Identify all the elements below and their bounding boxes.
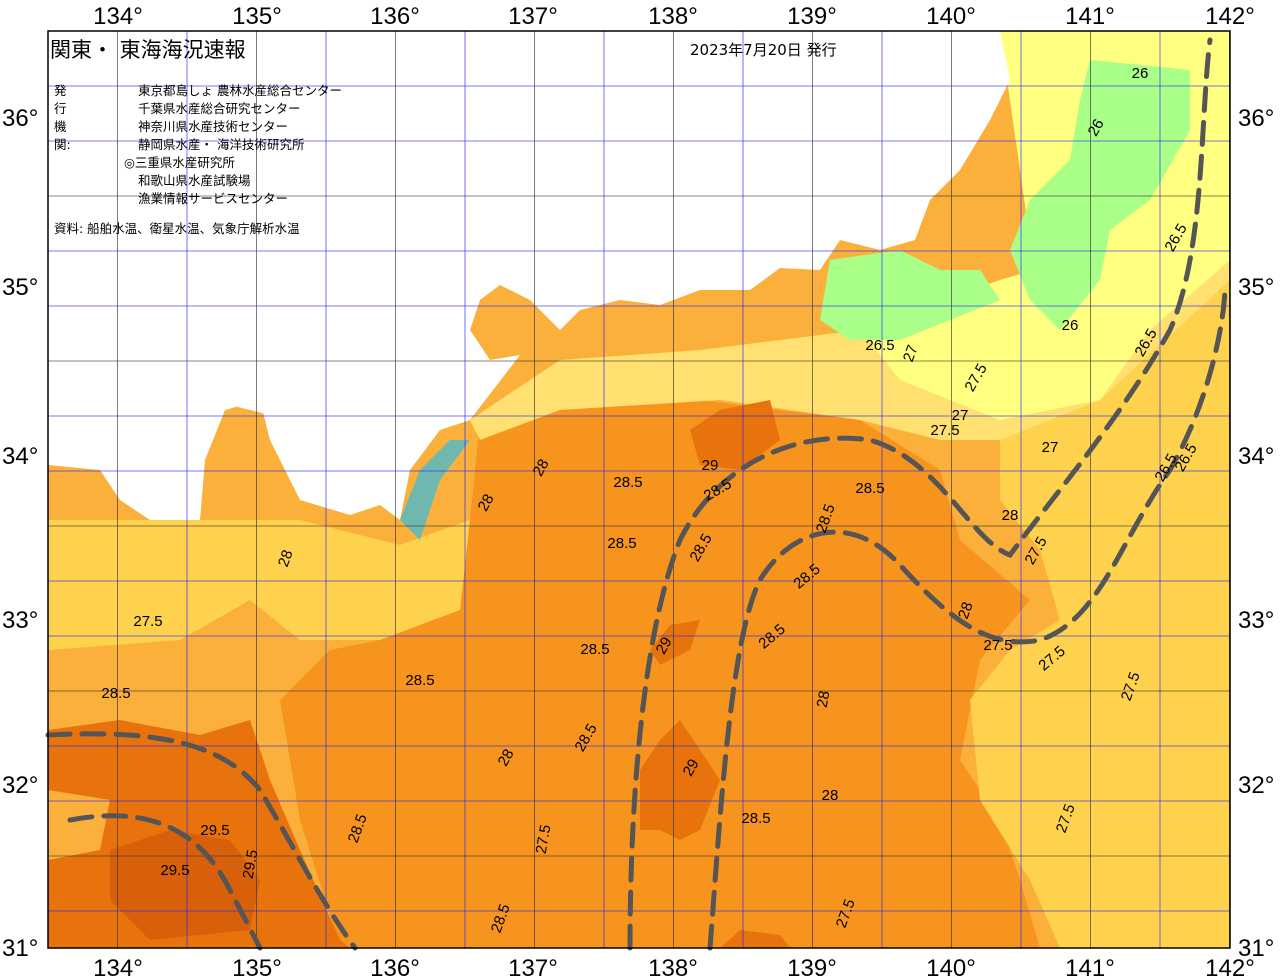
front-line-1 <box>45 731 358 951</box>
map-frame: 262626.52626.52726.52727.527.52727.52828… <box>2 3 1274 980</box>
isotherm-label: 28.5 <box>580 641 609 658</box>
isotherm-label: 27 <box>952 407 969 424</box>
temp-zone-28-5 <box>280 400 1040 948</box>
lon-tick-top: 140° <box>926 3 976 30</box>
lat-tick-right: 33° <box>1238 607 1274 634</box>
issuers-label: 発行機関: <box>54 83 71 152</box>
lat-tick-left: 35° <box>2 274 38 301</box>
lon-tick-top: 136° <box>370 3 420 30</box>
isotherm-label: 26 <box>1132 65 1149 82</box>
isotherm-label: 28 <box>955 600 977 621</box>
lat-tick-right: 36° <box>1238 105 1274 132</box>
map-border <box>47 30 1231 949</box>
isotherm-label: 27.5 <box>533 823 555 855</box>
isotherm-label: 28 <box>814 690 834 709</box>
axis-ticks: 134° 134° 135° 135° 136° 136° 137° 137° 138° 138°… <box>2 3 1274 980</box>
isotherm-label: 29 <box>653 634 676 657</box>
isotherm-label: 27.5 <box>983 637 1012 654</box>
lat-tick-left: 34° <box>2 443 38 470</box>
lat-tick-left: 32° <box>2 772 38 799</box>
lon-tick-top: 138° <box>648 3 698 30</box>
isotherm-label: 28.5 <box>613 474 642 491</box>
front-line-3 <box>627 37 1213 951</box>
issuer-item: 和歌山県水産試験場 <box>138 173 251 188</box>
isotherm-label: 27 <box>1042 439 1059 456</box>
isotherm-label: 26.5 <box>865 337 894 354</box>
lon-tick-bottom: 136° <box>370 955 420 980</box>
temp-zone-27-5-west <box>48 520 470 650</box>
isotherm-label: 26 <box>1062 317 1079 334</box>
isotherm-label: 29.5 <box>160 862 189 879</box>
lon-tick-bottom: 134° <box>93 955 143 980</box>
lon-tick-bottom: 138° <box>648 955 698 980</box>
isotherm-label: 27 <box>900 343 922 364</box>
issuer-item: ◎三重県水産研究所 <box>124 155 235 170</box>
isotherm-label: 28 <box>475 491 498 514</box>
page-title: 関東・ 東海海況速報 <box>50 38 246 62</box>
lon-tick-bottom: 137° <box>508 955 558 980</box>
temp-zone-29-patch-d <box>720 930 790 948</box>
lat-tick-left: 36° <box>2 105 38 132</box>
lat-tick-left: 33° <box>2 607 38 634</box>
isotherm-label: 28.5 <box>607 535 636 552</box>
lon-tick-bottom: 140° <box>926 955 976 980</box>
isotherm-label: 29 <box>702 457 719 474</box>
data-source: 資料: 船舶水温、衛星水温、気象庁解析水温 <box>54 221 300 236</box>
issuers-list: 東京都島しょ 農林水産総合センター 千葉県水産総合研究センター 神奈川県水産技術… <box>124 82 342 208</box>
lat-tick-left: 31° <box>2 935 38 962</box>
lon-tick-bottom: 141° <box>1065 955 1115 980</box>
lon-tick-top: 141° <box>1065 3 1115 30</box>
issuer-item: 東京都島しょ 農林水産総合センター <box>138 83 342 98</box>
temp-zone-27-5-east <box>970 260 1230 948</box>
issue-date: 2023年7月20日 発行 <box>690 41 837 59</box>
temp-zone-29-patch-b <box>640 720 720 840</box>
front-line-2 <box>67 813 263 951</box>
isotherm-label: 28.5 <box>741 810 770 827</box>
issuer-item: 漁業情報サービスセンター <box>138 191 289 206</box>
isotherm-label: 26 <box>1085 116 1108 139</box>
issuer-item: 神奈川県水産技術センター <box>138 119 289 134</box>
temp-zone-29-patch-c <box>690 400 780 470</box>
temp-zone-26-ise-bay <box>400 440 470 540</box>
isotherm-label: 28 <box>275 548 297 569</box>
isotherm-label: 29.5 <box>240 848 262 880</box>
temp-zone-29-patch-a <box>650 620 700 665</box>
lon-tick-top: 134° <box>93 3 143 30</box>
lon-tick-top: 135° <box>232 3 282 30</box>
isotherm-label: 28 <box>1002 507 1019 524</box>
issuer-item: 静岡県水産・ 海洋技術研究所 <box>138 137 305 152</box>
lat-tick-right: 32° <box>1238 772 1274 799</box>
lat-tick-right: 34° <box>1238 443 1274 470</box>
isotherm-label: 28 <box>530 456 553 479</box>
isotherm-label: 27.5 <box>133 613 162 630</box>
lat-tick-right: 35° <box>1238 274 1274 301</box>
temp-zone-26-tokyo-bay <box>1010 60 1190 330</box>
isotherm-label: 29 <box>680 756 703 779</box>
isotherm-label: 28 <box>822 787 839 804</box>
lat-tick-right: 31° <box>1238 935 1274 962</box>
lon-tick-top: 139° <box>787 3 837 30</box>
temp-zone-29-5 <box>110 830 260 940</box>
isotherm-label: 28 <box>495 746 518 769</box>
isotherm-label: 28.5 <box>101 685 130 702</box>
kuroshio-front-lines <box>45 37 1228 951</box>
lon-tick-bottom: 142° <box>1205 955 1255 980</box>
lon-tick-top: 142° <box>1205 3 1255 30</box>
front-line-4 <box>707 282 1228 951</box>
land-shodoshima <box>210 380 300 415</box>
temp-zone-26-sagami <box>820 250 1000 340</box>
isotherm-label: 27.5 <box>930 422 959 439</box>
issuer-item: 千葉県水産総合研究センター <box>138 101 301 116</box>
isotherm-label: 28.5 <box>855 480 884 497</box>
lon-tick-bottom: 135° <box>232 955 282 980</box>
isotherm-label: 29.5 <box>200 822 229 839</box>
isotherm-label: 28.5 <box>405 672 434 689</box>
lon-tick-top: 137° <box>508 3 558 30</box>
lon-tick-bottom: 139° <box>787 955 837 980</box>
